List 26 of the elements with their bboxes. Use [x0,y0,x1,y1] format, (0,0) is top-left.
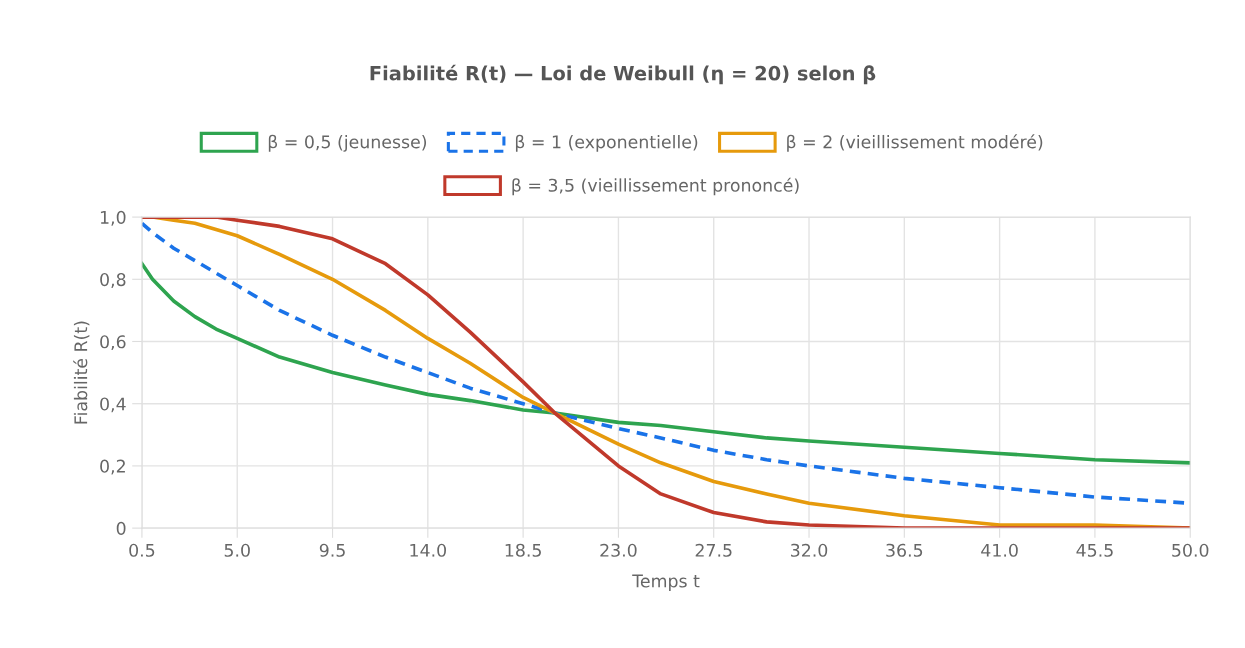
x-axis-title: Temps t [632,574,700,591]
x-tick-label: 9.5 [319,543,345,557]
y-tick-label: 0,2 [100,459,125,475]
x-tick-label: 45.5 [1076,543,1113,557]
legend-label: β = 2 (vieillissement modéré) [787,134,1043,152]
legend-label: β = 3,5 (vieillissement prononcé) [512,177,799,196]
chart-title: Fiabilité R(t) — Loi de Weibull (η = 20) selon β [370,64,876,85]
x-tick-label: 18.5 [505,543,541,557]
x-tick-label: 50.0 [1172,543,1209,557]
y-tick-label: 0,6 [100,335,126,351]
x-tick-label: 0.5 [129,543,155,557]
x-tick-label: 27.5 [695,543,732,557]
x-tick-label: 5.0 [224,543,250,557]
y-tick-label: 0,4 [100,397,126,413]
y-axis-title: Fiabilité R(t) [73,321,90,424]
x-tick-label: 41.0 [981,543,1018,557]
x-tick-label: 32.0 [791,543,828,557]
x-tick-label: 36.5 [886,543,923,557]
x-tick-label: 23.0 [600,543,637,557]
line-series [141,261,1191,465]
legend-label: β = 1 (exponentielle) [515,134,698,152]
legend-label: β = 0,5 (jeunesse) [268,134,427,152]
x-tick-label: 14.0 [410,543,446,557]
y-tick-label: 0 [116,521,126,535]
y-tick-label: 1,0 [100,210,126,226]
y-tick-label: 0,8 [100,273,126,288]
